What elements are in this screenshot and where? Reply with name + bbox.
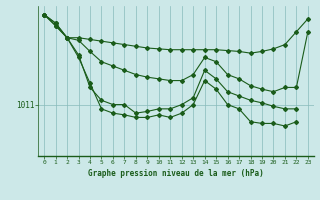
X-axis label: Graphe pression niveau de la mer (hPa): Graphe pression niveau de la mer (hPa)	[88, 169, 264, 178]
